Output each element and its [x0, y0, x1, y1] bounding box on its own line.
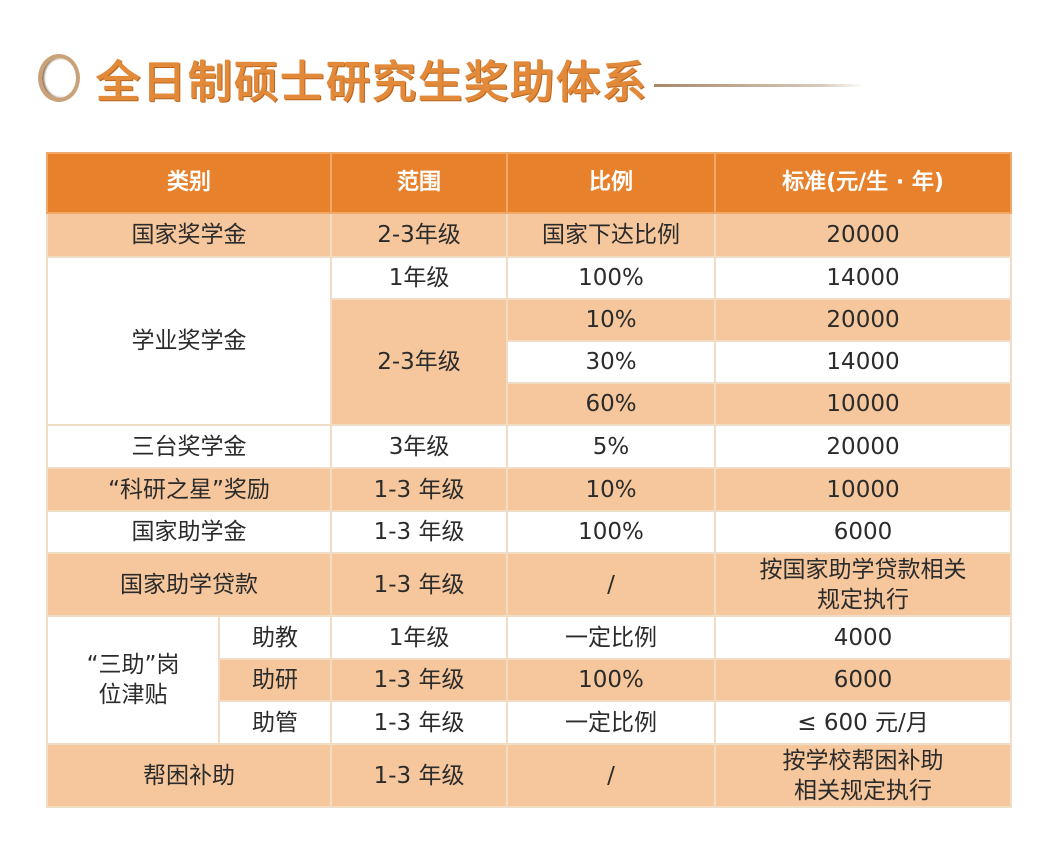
standard-cell: ≤ 600 元/月 — [714, 700, 1013, 745]
table-header: 类别 范围 比例 标准(元/生 · 年) — [45, 152, 1013, 214]
table-row: 国家奖学金 2-3年级 国家下达比例 20000 — [45, 212, 1013, 258]
range-cell: 1年级 — [330, 615, 509, 660]
standard-line: 规定执行 — [817, 586, 910, 613]
ratio-cell: 10% — [506, 298, 717, 342]
header-range: 范围 — [330, 152, 509, 214]
standard-line: 按国家助学贷款相关 — [759, 556, 967, 583]
table-row: 三台奖学金 3年级 5% 20000 — [45, 424, 1013, 469]
range-cell: 1-3 年级 — [330, 552, 509, 617]
table-row: 帮困补助 1-3 年级 / 按学校帮困补助 相关规定执行 — [45, 743, 1013, 808]
ratio-cell: 10% — [506, 467, 717, 512]
category-cell: 国家助学金 — [45, 510, 333, 554]
title-underline — [654, 83, 864, 87]
ratio-cell: / — [506, 552, 717, 617]
ratio-cell: 国家下达比例 — [506, 212, 717, 258]
ratio-cell: 100% — [506, 256, 717, 300]
table-row: 助管 1-3 年级 一定比例 ≤ 600 元/月 — [47, 700, 1013, 745]
category-cell: 三台奖学金 — [45, 424, 333, 469]
category-cell: “三助”岗 位津贴 — [46, 615, 220, 745]
table-row: 30% 14000 — [47, 340, 1013, 384]
table-row: 国家助学贷款 1-3 年级 / 按国家助学贷款相关 规定执行 — [45, 552, 1013, 617]
standard-cell: 按国家助学贷款相关 规定执行 — [714, 552, 1013, 617]
range-cell: 2-3年级 — [330, 212, 509, 258]
standard-cell: 10000 — [714, 382, 1013, 426]
ratio-cell: / — [506, 743, 717, 808]
range-cell: 1年级 — [330, 256, 509, 300]
range-cell: 1-3 年级 — [330, 510, 509, 554]
standard-cell: 6000 — [714, 510, 1013, 554]
range-cell: 1-3 年级 — [330, 467, 509, 512]
ratio-cell: 100% — [506, 510, 717, 554]
header-ratio: 比例 — [506, 152, 717, 214]
subcategory-cell: 助研 — [217, 658, 333, 702]
standard-cell: 14000 — [714, 340, 1013, 384]
range-cell: 3年级 — [330, 424, 509, 469]
ratio-cell: 5% — [506, 424, 717, 469]
ratio-cell: 30% — [506, 340, 717, 384]
range-cell: 1-3 年级 — [330, 700, 509, 745]
standard-cell: 10000 — [714, 467, 1013, 512]
subcategory-cell: 助教 — [217, 615, 333, 660]
section-heading: 全日制硕士研究生奖助体系 — [38, 50, 864, 108]
ratio-cell: 一定比例 — [506, 615, 717, 660]
standard-cell: 4000 — [714, 615, 1013, 660]
range-cell: 1-3 年级 — [330, 658, 509, 702]
standard-cell: 20000 — [714, 424, 1013, 469]
table-row: 60% 10000 — [47, 382, 1013, 426]
category-line: 位津贴 — [98, 682, 168, 708]
category-cell: 国家奖学金 — [45, 212, 333, 258]
standard-line: 按学校帮困补助 — [782, 747, 944, 774]
table-row: “科研之星”奖励 1-3 年级 10% 10000 — [45, 467, 1013, 512]
category-cell: 国家助学贷款 — [45, 552, 333, 617]
table-row: 2-3年级 10% 20000 — [47, 298, 1013, 426]
range-cell: 2-3年级 — [330, 298, 509, 426]
category-cell: “科研之星”奖励 — [45, 467, 333, 512]
table-row: 国家助学金 1-3 年级 100% 6000 — [45, 510, 1013, 554]
standard-cell: 按学校帮困补助 相关规定执行 — [714, 743, 1013, 808]
standard-cell: 6000 — [714, 658, 1013, 702]
ratio-cell: 一定比例 — [506, 700, 717, 745]
circle-icon — [38, 54, 80, 102]
header-category: 类别 — [45, 152, 333, 214]
category-cell: 帮困补助 — [45, 743, 333, 808]
category-line: “三助”岗 — [86, 652, 180, 678]
standard-cell: 20000 — [714, 212, 1013, 258]
standard-line: 相关规定执行 — [794, 777, 933, 804]
scholarship-table: 类别 范围 比例 标准(元/生 · 年) 国家奖学金 2-3年级 国家下达比例 … — [45, 152, 1013, 808]
subcategory-cell: 助管 — [217, 700, 333, 745]
standard-cell: 20000 — [714, 298, 1013, 342]
header-standard: 标准(元/生 · 年) — [714, 152, 1013, 214]
category-cell: 学业奖学金 — [45, 256, 333, 426]
range-cell: 1-3 年级 — [330, 743, 509, 808]
ratio-cell: 100% — [506, 658, 717, 702]
ratio-cell: 60% — [506, 382, 717, 426]
standard-cell: 14000 — [714, 256, 1013, 300]
page-title: 全日制硕士研究生奖助体系 — [96, 57, 648, 108]
table-row: “三助”岗 位津贴 助教 1年级 一定比例 4000 — [46, 615, 1013, 745]
table-row: 学业奖学金 1年级 100% 14000 — [45, 256, 1013, 426]
